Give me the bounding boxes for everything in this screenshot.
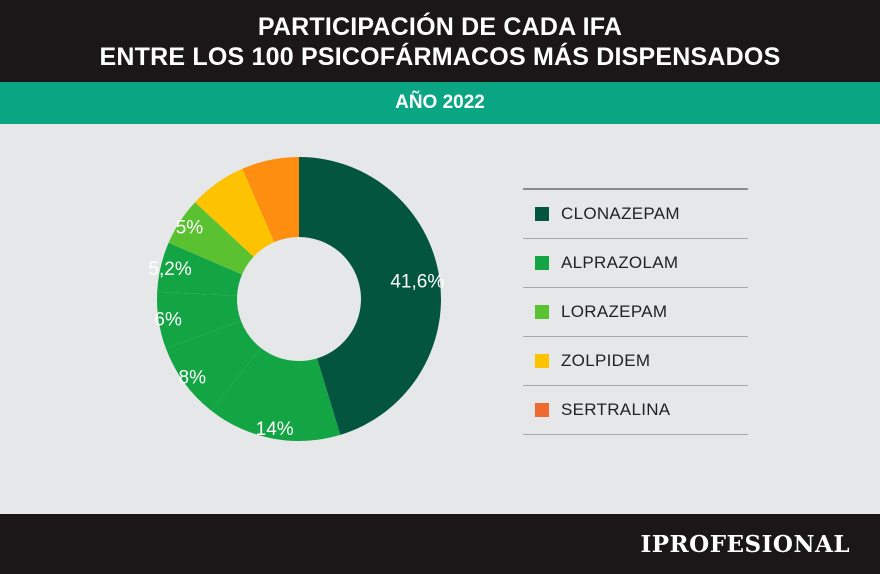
slice-label-4: 6%: [154, 309, 182, 330]
chart-area: 41,6% 14% 8% 6% 5,2% 5% CLONAZEPAM ALPRAZOLAM…: [0, 124, 880, 514]
legend-item-clonazepam: CLONAZEPAM: [523, 190, 748, 239]
slice-label-1: 41,6%: [390, 271, 444, 292]
donut-slice-4: [157, 291, 241, 349]
donut-slice-1: [299, 157, 442, 435]
legend-item-zolpidem: ZOLPIDEM: [523, 337, 748, 386]
donut-slice-2: [211, 347, 341, 441]
legend-item-alprazolam: ALPRAZOLAM: [523, 239, 748, 288]
legend-label-sertralina: SERTRALINA: [561, 400, 671, 419]
donut-chart: 41,6% 14% 8% 6% 5,2% 5%: [148, 157, 444, 441]
legend-swatch-alprazolam: [535, 256, 549, 270]
legend-item-lorazepam: LORAZEPAM: [523, 288, 748, 337]
slice-label-2: 14%: [256, 419, 294, 440]
donut-slice-7: [195, 168, 275, 257]
legend-label-lorazepam: LORAZEPAM: [561, 302, 668, 321]
brand-logo: IPROFESIONAL: [640, 531, 850, 558]
footer-bar: IPROFESIONAL: [0, 514, 880, 574]
legend-label-zolpidem: ZOLPIDEM: [561, 351, 651, 370]
chart-title-line-1: PARTICIPACIÓN DE CADA IFA: [257, 13, 623, 41]
slice-label-3: 8%: [179, 367, 207, 388]
donut-slice-6: [168, 202, 254, 275]
legend-label-alprazolam: ALPRAZOLAM: [561, 253, 679, 272]
year-label: AÑO 2022: [395, 92, 485, 113]
legend-label-clonazepam: CLONAZEPAM: [561, 204, 680, 223]
donut-slice-3: [166, 320, 261, 411]
slice-label-5: 5,2%: [148, 259, 191, 280]
donut-slice-8: [242, 157, 299, 243]
legend-swatch-clonazepam: [535, 207, 549, 221]
year-subtitle-bar: AÑO 2022: [0, 82, 880, 124]
chart-title-line-2: ENTRE LOS 100 PSICOFÁRMACOS MÁS DISPENSA…: [99, 43, 781, 71]
donut-slice-5: [157, 242, 243, 296]
legend-item-sertralina: SERTRALINA: [523, 386, 748, 435]
legend-swatch-sertralina: [535, 403, 549, 417]
chart-header: PARTICIPACIÓN DE CADA IFA ENTRE LOS 100 …: [0, 0, 880, 82]
legend-swatch-zolpidem: [535, 354, 549, 368]
legend-swatch-lorazepam: [535, 305, 549, 319]
slice-label-6: 5%: [176, 217, 204, 238]
chart-legend: CLONAZEPAM ALPRAZOLAM LORAZEPAM ZOLPIDEM…: [523, 188, 748, 435]
